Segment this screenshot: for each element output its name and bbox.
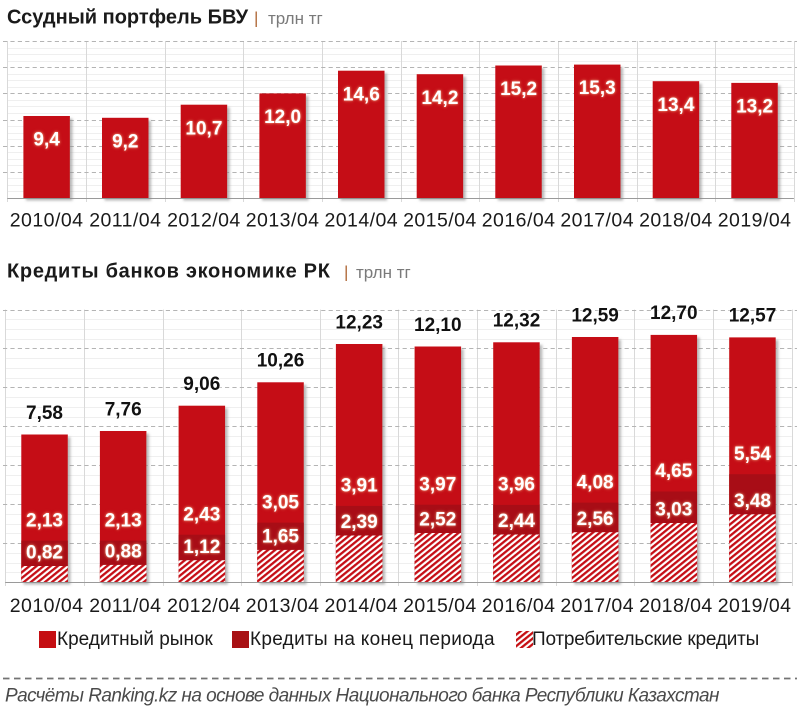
svg-text:2012/04: 2012/04 (167, 595, 241, 617)
svg-text:1,65: 1,65 (262, 527, 299, 548)
svg-text:2,13: 2,13 (26, 510, 63, 531)
svg-text:Расчёты Ranking.kz на основе д: Расчёты Ranking.kz на основе данных Наци… (5, 686, 720, 707)
svg-text:10,7: 10,7 (185, 118, 222, 139)
svg-text:13,4: 13,4 (657, 95, 694, 116)
svg-text:2,44: 2,44 (498, 511, 535, 532)
svg-text:2019/04: 2019/04 (718, 595, 792, 617)
svg-text:12,0: 12,0 (264, 107, 301, 128)
svg-text:2015/04: 2015/04 (403, 210, 477, 232)
svg-text:2011/04: 2011/04 (89, 210, 161, 232)
svg-text:|: | (344, 263, 348, 282)
svg-text:15,3: 15,3 (579, 78, 616, 99)
svg-text:Кредитный рынок: Кредитный рынок (57, 629, 214, 650)
svg-text:2013/04: 2013/04 (246, 210, 320, 232)
svg-text:2,39: 2,39 (341, 512, 378, 533)
svg-text:12,59: 12,59 (571, 305, 619, 326)
svg-text:3,05: 3,05 (262, 492, 299, 513)
svg-text:10,26: 10,26 (257, 351, 305, 372)
svg-text:2010/04: 2010/04 (10, 595, 84, 617)
svg-text:2,43: 2,43 (183, 504, 220, 525)
svg-text:трлн тг: трлн тг (356, 263, 411, 282)
svg-text:12,32: 12,32 (493, 311, 541, 332)
svg-text:0,82: 0,82 (26, 543, 63, 564)
svg-text:0,88: 0,88 (105, 542, 142, 563)
svg-text:2018/04: 2018/04 (639, 210, 713, 232)
svg-text:|: | (254, 9, 258, 28)
svg-text:7,76: 7,76 (105, 399, 142, 420)
svg-text:12,70: 12,70 (650, 303, 698, 324)
svg-text:2015/04: 2015/04 (403, 595, 477, 617)
svg-text:2013/04: 2013/04 (246, 595, 320, 617)
svg-text:9,4: 9,4 (33, 130, 60, 151)
svg-text:Кредиты на конец периода: Кредиты на конец периода (250, 629, 495, 650)
svg-text:2,56: 2,56 (577, 509, 614, 530)
svg-text:3,03: 3,03 (655, 500, 692, 521)
svg-text:2,52: 2,52 (419, 510, 456, 531)
svg-text:2017/04: 2017/04 (560, 595, 634, 617)
svg-text:2016/04: 2016/04 (482, 595, 556, 617)
svg-text:13,2: 13,2 (736, 97, 773, 118)
svg-text:2014/04: 2014/04 (324, 595, 398, 617)
svg-text:3,91: 3,91 (341, 476, 378, 497)
svg-text:4,08: 4,08 (577, 472, 614, 493)
svg-text:3,48: 3,48 (734, 491, 771, 512)
svg-text:12,10: 12,10 (414, 315, 462, 336)
svg-text:2,13: 2,13 (105, 510, 142, 531)
svg-text:2012/04: 2012/04 (167, 210, 241, 232)
svg-text:14,6: 14,6 (343, 84, 380, 105)
svg-text:5,54: 5,54 (734, 444, 771, 465)
svg-text:12,57: 12,57 (729, 306, 777, 327)
svg-text:4,65: 4,65 (655, 461, 692, 482)
svg-text:15,2: 15,2 (500, 79, 537, 100)
svg-text:Ссудный портфель БВУ: Ссудный портфель БВУ (7, 7, 249, 29)
svg-text:14,2: 14,2 (421, 88, 458, 109)
svg-text:2011/04: 2011/04 (89, 595, 161, 617)
svg-text:2019/04: 2019/04 (718, 210, 792, 232)
svg-text:Кредиты банков экономике РК: Кредиты банков экономике РК (7, 261, 331, 283)
svg-text:3,96: 3,96 (498, 475, 535, 496)
svg-text:2010/04: 2010/04 (10, 210, 84, 232)
svg-text:2018/04: 2018/04 (639, 595, 713, 617)
svg-text:2016/04: 2016/04 (482, 210, 556, 232)
svg-text:9,2: 9,2 (112, 131, 138, 152)
svg-text:Потребительские кредиты: Потребительские кредиты (532, 629, 759, 650)
svg-text:трлн тг: трлн тг (268, 9, 323, 28)
svg-text:3,97: 3,97 (419, 474, 456, 495)
svg-text:7,58: 7,58 (26, 403, 63, 424)
svg-text:1,12: 1,12 (183, 537, 220, 558)
svg-text:2014/04: 2014/04 (324, 210, 398, 232)
svg-text:9,06: 9,06 (183, 374, 220, 395)
svg-text:2017/04: 2017/04 (560, 210, 634, 232)
svg-text:12,23: 12,23 (335, 312, 383, 333)
